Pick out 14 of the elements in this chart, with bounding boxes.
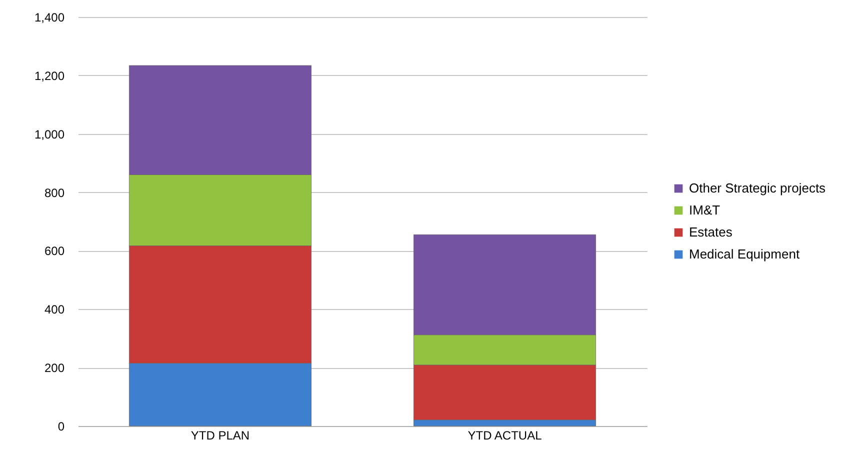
y-tick-label: 400 (44, 302, 65, 317)
y-tick-label: 1,200 (34, 68, 65, 83)
legend-label: Other Strategic projects (689, 180, 826, 196)
y-tick-label: 1,400 (34, 10, 65, 24)
y-tick-label: 200 (44, 361, 65, 376)
y-tick-label: 600 (44, 244, 65, 258)
x-tick-label: YTD PLAN (190, 428, 250, 442)
legend-label: Estates (689, 224, 733, 240)
y-tick-label: 0 (58, 420, 65, 434)
y-tick-label: 800 (44, 186, 65, 200)
y-tick-label: 1,000 (34, 127, 65, 142)
legend-label: IM&T (689, 202, 720, 218)
legend-label: Medical Equipment (689, 246, 800, 262)
x-tick-label: YTD ACTUAL (468, 428, 542, 442)
